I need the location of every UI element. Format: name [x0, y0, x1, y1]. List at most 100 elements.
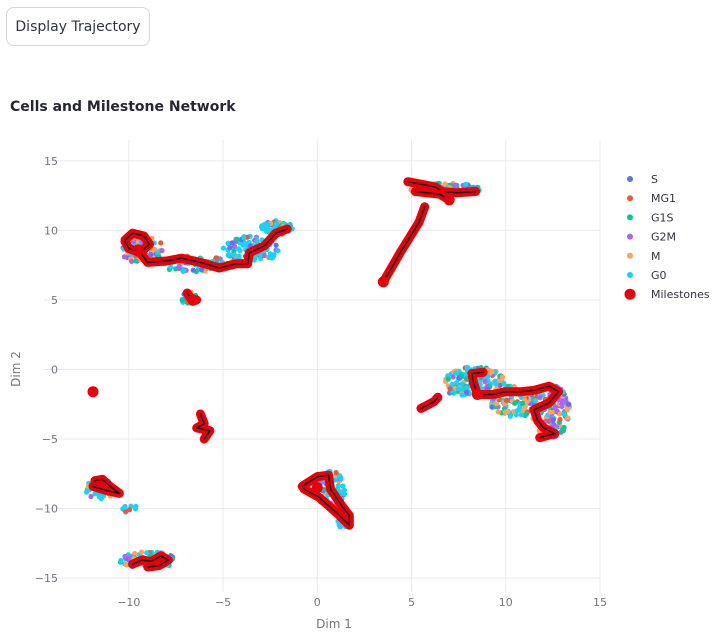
cell-point	[273, 242, 279, 248]
cell-point	[489, 368, 495, 375]
legend-marker	[627, 195, 633, 202]
cell-point	[495, 409, 501, 415]
cell-point	[496, 378, 503, 384]
cell-point	[118, 557, 124, 564]
cell-point	[258, 255, 264, 262]
y-tick-label: 0	[51, 363, 58, 376]
cell-point	[133, 258, 139, 264]
cell-point	[122, 504, 128, 510]
trajectory-line	[407, 180, 477, 194]
cell-point	[565, 415, 571, 421]
legend[interactable]: S MG1 G1S G2M M G0 Milestones	[624, 173, 710, 301]
display-trajectory-button[interactable]: Display Trajectory	[6, 7, 150, 46]
legend-label: MG1	[651, 192, 676, 205]
cell-point	[229, 240, 235, 246]
trajectory-line	[301, 474, 351, 526]
cell-point	[252, 254, 258, 260]
cell-point	[321, 486, 327, 493]
cell-point	[273, 221, 280, 227]
legend-item-g1s[interactable]: G1S	[627, 211, 674, 224]
cell-point	[463, 181, 469, 187]
trajectory-line	[382, 206, 426, 283]
trajectory-line	[131, 555, 170, 568]
cell-point	[158, 240, 164, 246]
cell-point	[537, 395, 543, 401]
cell-point	[499, 374, 506, 380]
cell-point	[267, 251, 273, 257]
cell-point	[176, 263, 182, 269]
trajectory-paths	[87, 177, 563, 572]
gridlines	[44, 140, 601, 592]
cell-point	[452, 370, 459, 376]
cell-point	[333, 470, 339, 476]
cell-point	[340, 483, 346, 489]
cell-point	[190, 267, 196, 273]
milestone-point	[187, 294, 199, 306]
cell-point	[559, 427, 566, 433]
y-axis-label: Dim 2	[9, 351, 23, 387]
milestone-point	[132, 244, 144, 256]
cell-point	[452, 182, 458, 188]
x-tick-label: 5	[408, 596, 415, 609]
x-axis-label: Dim 1	[316, 617, 352, 631]
cell-point	[450, 374, 456, 380]
cell-point	[226, 252, 232, 258]
cell-point	[220, 245, 226, 251]
cell-point	[198, 267, 205, 273]
legend-item-s[interactable]: S	[627, 173, 658, 186]
legend-marker	[627, 252, 633, 259]
cell-point	[84, 489, 90, 495]
legend-marker	[624, 288, 636, 300]
cell-point	[168, 264, 174, 270]
cell-point	[455, 386, 461, 392]
x-tick-label: 10	[499, 596, 513, 609]
cell-point	[132, 550, 138, 557]
cell-point	[493, 401, 499, 407]
cell-point	[123, 508, 129, 514]
cell-point	[92, 491, 98, 497]
legend-label: S	[651, 173, 658, 186]
y-tick-label: −10	[35, 503, 58, 516]
legend-item-g0[interactable]: G0	[627, 269, 667, 282]
cell-point	[122, 553, 128, 560]
trajectory-line	[137, 228, 288, 269]
trajectory-line	[92, 478, 121, 495]
cell-point	[244, 234, 250, 240]
legend-marker	[627, 272, 633, 278]
cell-point	[148, 252, 154, 258]
x-tick-label: 15	[593, 596, 607, 609]
x-tick-label: 0	[314, 596, 321, 609]
legend-item-milestones[interactable]: Milestones	[624, 288, 710, 301]
y-tick-label: 15	[44, 155, 58, 168]
chart-title: Cells and Milestone Network	[10, 99, 236, 115]
legend-item-m[interactable]: M	[627, 250, 661, 263]
cell-point	[127, 507, 133, 513]
legend-item-g2m[interactable]: G2M	[627, 231, 676, 244]
y-tick-label: −15	[35, 572, 58, 585]
cell-point	[505, 408, 511, 414]
x-tick-label: −10	[117, 596, 140, 609]
cell-point	[447, 386, 453, 392]
cell-point	[566, 401, 572, 407]
legend-item-mg1[interactable]: MG1	[627, 192, 676, 205]
cell-point	[547, 409, 553, 415]
cell-point	[179, 297, 185, 303]
cell-point	[559, 401, 565, 407]
legend-label: Milestones	[651, 288, 710, 301]
cell-point	[459, 392, 465, 398]
cell-point	[262, 221, 268, 228]
legend-label: G1S	[651, 211, 674, 224]
x-tick-label: −5	[215, 596, 231, 609]
cell-point	[463, 376, 469, 382]
legend-marker	[627, 214, 633, 221]
cell-point	[464, 385, 470, 391]
cell-point	[557, 416, 563, 423]
cell-point	[464, 389, 470, 395]
cell-point	[501, 380, 507, 387]
cell-point	[512, 400, 518, 406]
cell-point	[338, 475, 344, 481]
trajectory-line	[471, 371, 484, 396]
y-tick-label: −5	[42, 433, 58, 446]
cell-point	[503, 397, 509, 403]
